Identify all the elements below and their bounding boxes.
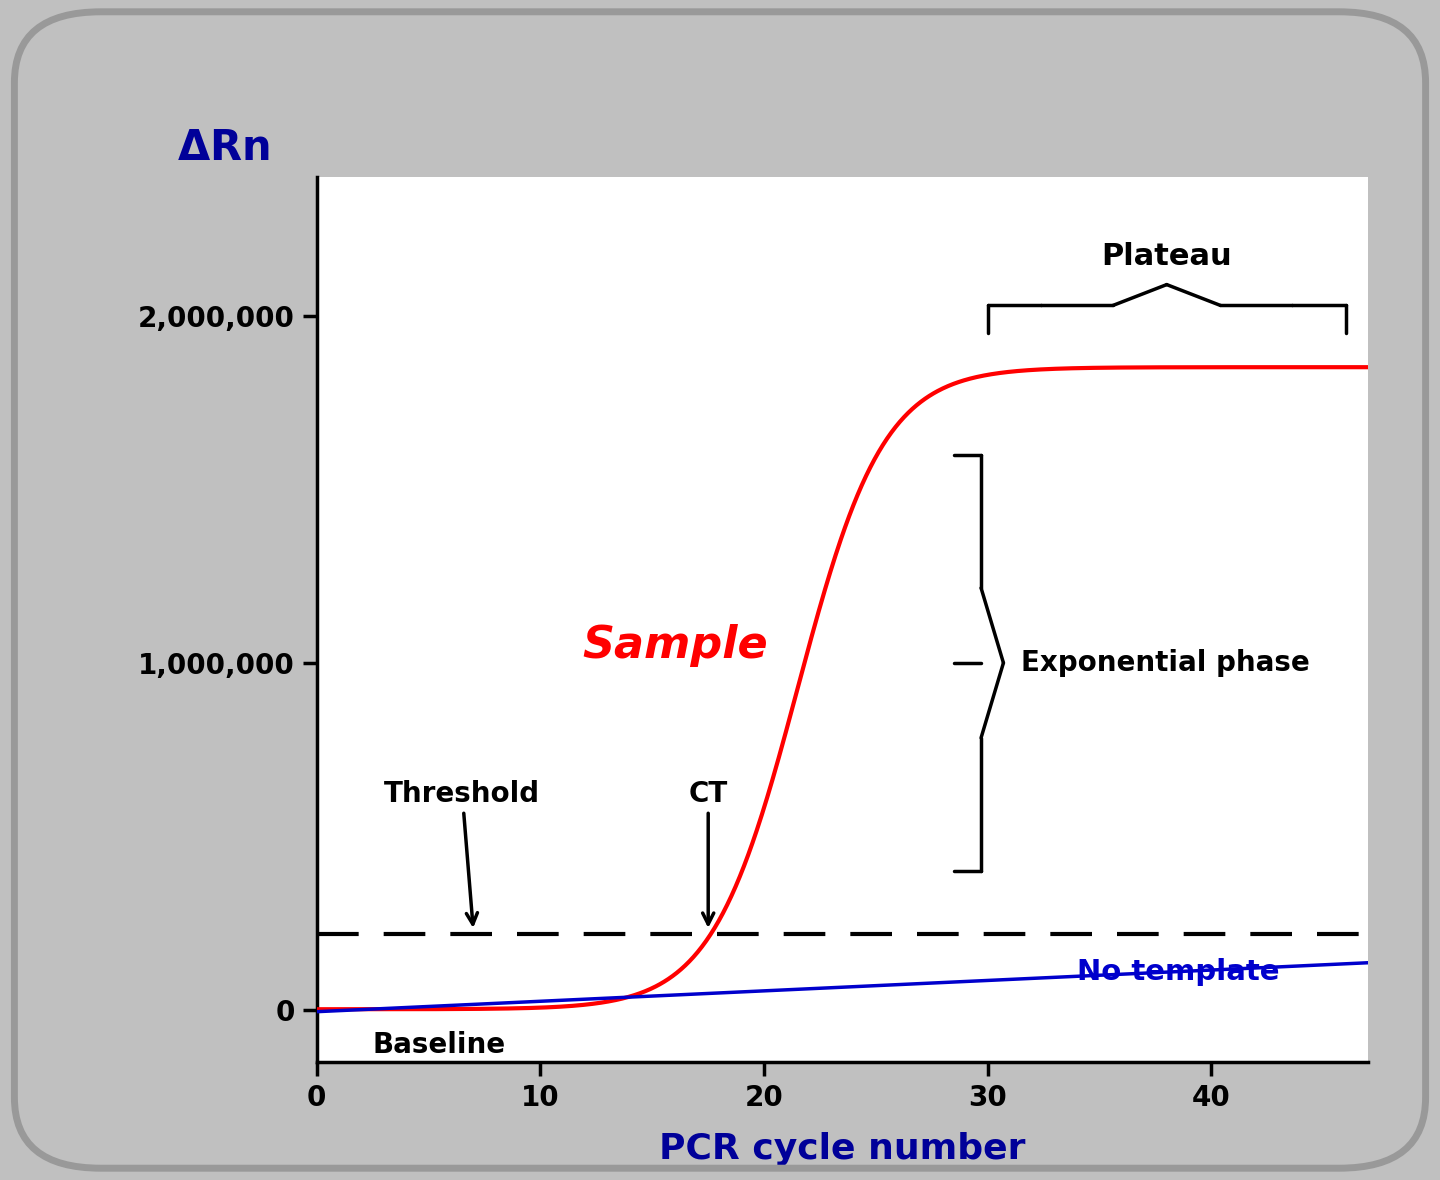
X-axis label: PCR cycle number: PCR cycle number (660, 1132, 1025, 1166)
Text: $\mathbf{\Delta}$$\mathbf{Rn}$: $\mathbf{\Delta}$$\mathbf{Rn}$ (177, 126, 269, 169)
Text: CT: CT (688, 780, 727, 924)
Text: Plateau: Plateau (1102, 242, 1233, 270)
Text: No template: No template (1077, 958, 1280, 985)
Text: Threshold: Threshold (384, 780, 540, 924)
Text: Baseline: Baseline (373, 1030, 505, 1058)
Text: Exponential phase: Exponential phase (1021, 649, 1310, 677)
Text: Sample: Sample (582, 624, 768, 667)
